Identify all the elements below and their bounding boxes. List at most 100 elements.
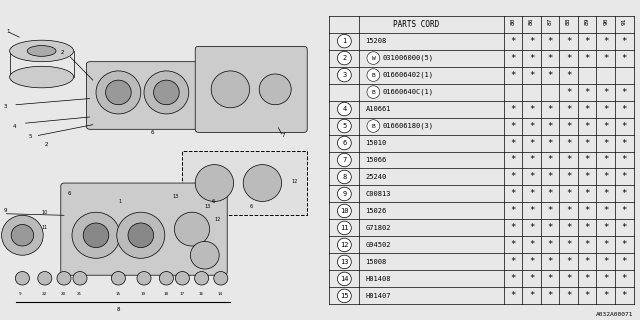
Text: *: * bbox=[621, 275, 627, 284]
Text: 2: 2 bbox=[45, 142, 48, 147]
Circle shape bbox=[337, 272, 351, 286]
Text: *: * bbox=[566, 122, 572, 131]
Text: 031006000(5): 031006000(5) bbox=[383, 55, 434, 61]
Text: *: * bbox=[603, 275, 609, 284]
Text: *: * bbox=[547, 71, 553, 80]
Text: *: * bbox=[510, 275, 515, 284]
Text: 13: 13 bbox=[173, 194, 179, 199]
Text: 15: 15 bbox=[340, 293, 349, 299]
Text: 13: 13 bbox=[205, 204, 211, 209]
Text: 12: 12 bbox=[214, 218, 221, 222]
Text: 12: 12 bbox=[291, 179, 298, 184]
Circle shape bbox=[174, 212, 210, 246]
Text: 4: 4 bbox=[342, 106, 346, 112]
Text: H01408: H01408 bbox=[365, 276, 391, 282]
Text: 9: 9 bbox=[342, 191, 346, 197]
Circle shape bbox=[337, 221, 351, 235]
Text: PARTS CORD: PARTS CORD bbox=[394, 20, 440, 28]
Text: *: * bbox=[547, 189, 553, 198]
Text: 7: 7 bbox=[282, 133, 285, 138]
Circle shape bbox=[367, 86, 380, 98]
Bar bbox=[182, 151, 307, 215]
Text: *: * bbox=[510, 36, 515, 45]
Text: *: * bbox=[584, 292, 590, 300]
Text: *: * bbox=[566, 189, 572, 198]
Text: 11: 11 bbox=[340, 225, 349, 231]
Text: *: * bbox=[603, 257, 609, 267]
Text: 87: 87 bbox=[547, 17, 552, 25]
Circle shape bbox=[191, 241, 219, 269]
Text: *: * bbox=[547, 172, 553, 181]
Text: *: * bbox=[529, 240, 534, 249]
Circle shape bbox=[38, 271, 52, 285]
Text: B: B bbox=[371, 124, 375, 129]
Text: *: * bbox=[603, 240, 609, 249]
Circle shape bbox=[211, 71, 250, 108]
Text: 1: 1 bbox=[342, 38, 346, 44]
Text: 01660640C(1): 01660640C(1) bbox=[383, 89, 434, 95]
Text: *: * bbox=[621, 105, 627, 114]
Text: *: * bbox=[529, 71, 534, 80]
Text: *: * bbox=[603, 156, 609, 164]
Text: *: * bbox=[584, 53, 590, 63]
Circle shape bbox=[111, 271, 125, 285]
Text: *: * bbox=[529, 275, 534, 284]
Circle shape bbox=[259, 74, 291, 105]
Circle shape bbox=[195, 271, 209, 285]
Text: *: * bbox=[566, 88, 572, 97]
Circle shape bbox=[106, 80, 131, 105]
Text: *: * bbox=[621, 139, 627, 148]
Text: *: * bbox=[566, 275, 572, 284]
Text: *: * bbox=[510, 257, 515, 267]
Text: G71802: G71802 bbox=[365, 225, 391, 231]
Text: *: * bbox=[584, 88, 590, 97]
Text: A10661: A10661 bbox=[365, 106, 391, 112]
Text: 6: 6 bbox=[250, 204, 253, 209]
Text: *: * bbox=[529, 292, 534, 300]
Text: 88: 88 bbox=[566, 17, 571, 25]
Text: *: * bbox=[584, 257, 590, 267]
Circle shape bbox=[195, 164, 234, 202]
Text: 10: 10 bbox=[42, 210, 48, 215]
Ellipse shape bbox=[10, 40, 74, 62]
Text: *: * bbox=[603, 53, 609, 63]
Text: *: * bbox=[547, 206, 553, 215]
Text: *: * bbox=[621, 189, 627, 198]
Text: *: * bbox=[603, 292, 609, 300]
Text: 4: 4 bbox=[13, 124, 16, 129]
Text: *: * bbox=[584, 139, 590, 148]
Text: *: * bbox=[566, 240, 572, 249]
Circle shape bbox=[96, 71, 141, 114]
Text: *: * bbox=[566, 292, 572, 300]
Circle shape bbox=[337, 187, 351, 201]
Text: *: * bbox=[621, 88, 627, 97]
Text: B: B bbox=[371, 73, 375, 77]
Text: 5: 5 bbox=[342, 123, 346, 129]
Text: *: * bbox=[621, 257, 627, 267]
Text: *: * bbox=[603, 122, 609, 131]
Text: *: * bbox=[510, 122, 515, 131]
Text: *: * bbox=[529, 257, 534, 267]
Text: 80: 80 bbox=[510, 17, 515, 25]
Text: *: * bbox=[621, 156, 627, 164]
Text: 12: 12 bbox=[340, 242, 349, 248]
Text: 9: 9 bbox=[3, 208, 6, 213]
Text: 6: 6 bbox=[342, 140, 346, 146]
Text: 14: 14 bbox=[218, 292, 223, 296]
Text: 15026: 15026 bbox=[365, 208, 387, 214]
Text: 3: 3 bbox=[3, 104, 6, 109]
Circle shape bbox=[337, 153, 351, 167]
Circle shape bbox=[367, 52, 380, 64]
Text: 15008: 15008 bbox=[365, 259, 387, 265]
Text: *: * bbox=[603, 139, 609, 148]
Text: 016606180(3): 016606180(3) bbox=[383, 123, 434, 129]
Text: *: * bbox=[529, 172, 534, 181]
Text: 10: 10 bbox=[340, 208, 349, 214]
Text: *: * bbox=[510, 292, 515, 300]
Text: 2: 2 bbox=[342, 55, 346, 61]
Text: 16: 16 bbox=[198, 292, 204, 296]
Circle shape bbox=[83, 223, 109, 248]
Circle shape bbox=[2, 215, 44, 255]
Text: *: * bbox=[621, 206, 627, 215]
Text: 15010: 15010 bbox=[365, 140, 387, 146]
